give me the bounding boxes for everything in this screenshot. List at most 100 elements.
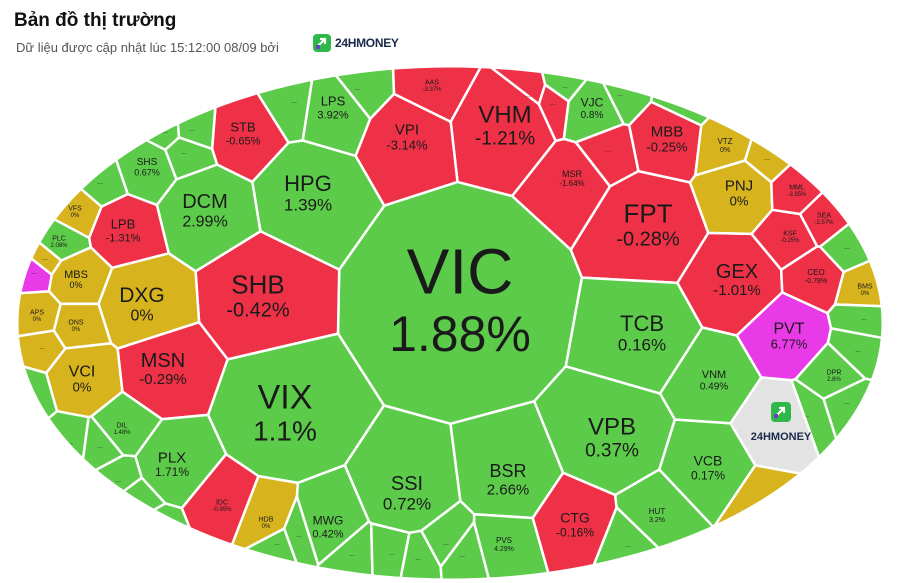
stock-change: 3.2% (649, 517, 665, 524)
stock-change: 0.67% (134, 167, 160, 177)
stock-symbol: IDC (216, 499, 228, 506)
stock-tile-gex[interactable]: GEX-1.01% (676, 231, 784, 337)
stock-symbol: DCM (182, 191, 228, 213)
stock-change: -3.14% (386, 137, 428, 152)
brand-logo[interactable]: 24HMONEY (312, 33, 399, 53)
more-stocks-tile[interactable]: ... (2, 476, 167, 583)
update-timestamp: Dữ liệu được cập nhật lúc 15:12:00 08/09… (16, 40, 279, 55)
stock-change: 0.72% (383, 494, 431, 513)
24hmoney-logo-icon (771, 402, 791, 422)
stock-symbol: PLC (52, 235, 66, 242)
stock-change: -0.42% (226, 299, 290, 321)
stock-tile-mbb[interactable]: MBB-0.25% (627, 100, 703, 184)
more-label: ... (115, 477, 121, 484)
stock-change: 1.48% (113, 430, 131, 436)
tile-cell (170, 66, 222, 151)
more-stocks-tile[interactable]: ... (313, 40, 396, 120)
stock-symbol: PNJ (725, 177, 753, 194)
more-label: ... (149, 530, 155, 537)
stock-change: 1.39% (284, 195, 332, 214)
stock-change: 2.8% (827, 377, 841, 383)
more-label: ... (42, 255, 48, 262)
tile-cell (17, 476, 167, 580)
tile-cell (222, 66, 318, 144)
more-label: ... (764, 155, 770, 162)
stock-symbol: MBB (651, 123, 684, 140)
stock-symbol: TCB (620, 311, 664, 336)
more-label: ... (97, 179, 103, 186)
watermark-tile: 24HMONEY (729, 376, 828, 480)
stock-symbol: BMS (857, 283, 873, 290)
more-stocks-tile[interactable]: ... (743, 40, 900, 184)
stock-symbol: APS (30, 309, 44, 316)
page-title: Bản đồ thị trường (14, 10, 177, 31)
stock-tile-ctg[interactable]: CTG-0.16% (531, 471, 618, 583)
more-label: ... (274, 540, 280, 547)
more-label: ... (861, 315, 867, 322)
stock-symbol: MSR (562, 169, 583, 179)
more-stocks-tile[interactable]: ... (164, 136, 219, 181)
more-label: ... (855, 347, 861, 354)
more-label: ... (354, 85, 360, 92)
stock-symbol: VNM (702, 369, 726, 381)
stock-symbol: MBS (64, 269, 88, 281)
stock-change: 0% (262, 524, 271, 530)
stock-tile-mml[interactable]: MML-3.85% (770, 62, 900, 216)
stock-change: 2.08% (50, 243, 68, 249)
tile-cell (17, 454, 143, 580)
stock-change: -3.85% (787, 192, 807, 198)
page-header: Bản đồ thị trường Dữ liệu được cập nhật … (14, 6, 884, 58)
more-stocks-tile[interactable]: ... (25, 502, 213, 583)
more-label: ... (291, 98, 297, 105)
more-label: ... (550, 100, 556, 107)
stock-symbol: VCI (69, 363, 96, 380)
stock-change: -0.95% (212, 507, 232, 513)
stock-change: 3.92% (317, 109, 348, 121)
more-stocks-tile[interactable]: ... (0, 454, 143, 583)
more-label: ... (67, 439, 73, 446)
stock-change: 0.8% (581, 110, 604, 121)
stock-change: 0% (130, 307, 153, 324)
stock-symbol: STB (230, 120, 255, 135)
more-label: ... (415, 555, 421, 562)
stock-symbol: MML (789, 184, 805, 191)
stock-symbol: LPS (321, 94, 346, 109)
stock-tile-vhm[interactable]: VHM-1.21% (449, 62, 557, 198)
stock-symbol: HDB (259, 516, 274, 523)
more-label: ... (844, 399, 850, 406)
stock-change: -0.25% (646, 139, 688, 154)
stock-change: 0% (71, 213, 80, 219)
more-stocks-tile[interactable]: ... (0, 409, 90, 580)
stock-change: -0.28% (616, 228, 680, 250)
stock-change: 0% (33, 317, 42, 323)
stock-change: 4.29% (494, 546, 514, 553)
more-stocks-tile[interactable]: ... (222, 40, 318, 144)
stock-tile-fpt[interactable]: FPT-0.28% (569, 169, 710, 285)
more-stocks-tile[interactable]: ... (439, 521, 492, 583)
more-label: ... (844, 244, 850, 251)
more-stocks-tile[interactable]: ... (0, 40, 129, 208)
more-label: ... (389, 550, 395, 557)
stock-change: 0.37% (585, 440, 639, 461)
stock-symbol: DIL (117, 422, 128, 429)
stock-change: -1.31% (106, 232, 141, 244)
tile-cell (537, 83, 570, 143)
stock-change: 2.99% (182, 213, 227, 230)
more-label: ... (763, 503, 769, 510)
more-label: ... (296, 532, 302, 539)
stock-change: 0% (72, 327, 81, 333)
stock-symbol: GEX (716, 261, 758, 283)
stock-change: -0.78% (805, 278, 827, 285)
stock-change: -0.29% (139, 371, 187, 388)
stock-symbol: BSR (489, 461, 526, 481)
stock-symbol: AAS (425, 79, 439, 86)
more-stocks-tile[interactable]: ... (170, 40, 222, 151)
stock-change: 0.16% (618, 335, 666, 354)
more-stocks-tile[interactable]: ... (537, 83, 570, 143)
more-label: ... (605, 147, 611, 154)
